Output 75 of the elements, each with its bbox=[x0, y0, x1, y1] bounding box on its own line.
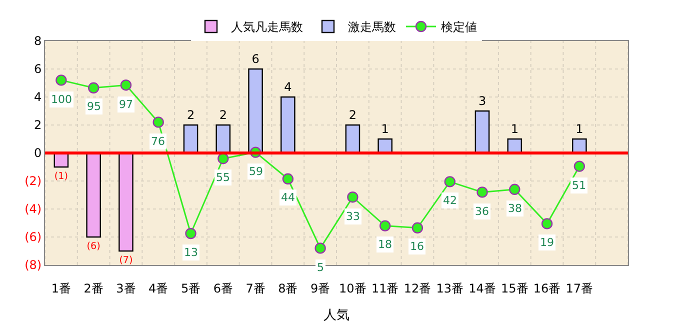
data-label: 6 bbox=[252, 52, 260, 66]
x-tick-label: 12番 bbox=[404, 281, 432, 296]
x-tick-label: 11番 bbox=[371, 281, 399, 296]
annotation: 5 bbox=[317, 261, 324, 274]
y-tick-label: 6 bbox=[34, 62, 42, 76]
x-tick-label: 4番 bbox=[148, 281, 168, 296]
x-tick-label: 7番 bbox=[246, 281, 266, 296]
annotation: 42 bbox=[443, 194, 457, 207]
legend-label: 人気凡走馬数 bbox=[231, 20, 303, 34]
data-label: (7) bbox=[119, 254, 133, 266]
point bbox=[574, 160, 586, 172]
x-tick-label: 2番 bbox=[84, 281, 104, 296]
annotation: 76 bbox=[151, 135, 165, 148]
annotation: 59 bbox=[249, 165, 263, 178]
data-label: 3 bbox=[478, 94, 486, 108]
annotation: 100 bbox=[51, 93, 72, 106]
point bbox=[509, 184, 520, 195]
y-tick-label: (4) bbox=[24, 202, 42, 216]
point bbox=[282, 173, 294, 184]
point bbox=[314, 242, 326, 254]
point bbox=[152, 116, 164, 128]
annotation: 97 bbox=[119, 98, 133, 111]
data-label: 4 bbox=[284, 80, 292, 94]
y-tick-label: 4 bbox=[34, 90, 42, 104]
point bbox=[444, 176, 456, 188]
y-tick-label: (6) bbox=[24, 230, 42, 244]
point bbox=[185, 228, 196, 240]
annotation: 16 bbox=[410, 240, 424, 253]
x-tick-label: 17番 bbox=[566, 281, 594, 296]
point bbox=[218, 153, 229, 164]
x-tick-label: 13番 bbox=[436, 281, 464, 296]
x-tick-label: 14番 bbox=[468, 281, 496, 296]
point bbox=[88, 82, 100, 94]
x-tick-label: 15番 bbox=[501, 281, 528, 296]
point bbox=[541, 218, 553, 230]
data-label: (6) bbox=[86, 240, 100, 252]
x-tick-label: 5番 bbox=[180, 281, 201, 296]
annotation: 44 bbox=[281, 191, 295, 204]
point bbox=[476, 186, 488, 198]
legend-label: 激走馬数 bbox=[348, 20, 396, 34]
y-tick-label: 8 bbox=[34, 34, 42, 48]
annotation: 95 bbox=[87, 100, 101, 113]
point bbox=[56, 74, 67, 86]
x-tick-label: 16番 bbox=[533, 281, 561, 296]
y-tick-label: 2 bbox=[34, 118, 42, 132]
x-tick-label: 8番 bbox=[278, 281, 298, 296]
y-tick-label: 0 bbox=[34, 146, 42, 160]
data-label: 1 bbox=[576, 122, 584, 136]
data-label: (1) bbox=[54, 170, 68, 182]
data-label: 2 bbox=[186, 108, 195, 122]
y-tick-label: (8) bbox=[24, 258, 42, 272]
annotation: 18 bbox=[378, 238, 392, 251]
data-label: 1 bbox=[381, 122, 389, 136]
data-label: 1 bbox=[510, 122, 518, 136]
x-axis-title: 人気 bbox=[324, 308, 350, 323]
point bbox=[120, 80, 132, 91]
annotation: 55 bbox=[216, 171, 230, 184]
point bbox=[379, 220, 391, 232]
x-tick-label: 1番 bbox=[51, 281, 72, 296]
x-tick-label: 9番 bbox=[310, 281, 330, 296]
data-label: 2 bbox=[348, 108, 357, 122]
point bbox=[412, 222, 424, 234]
annotation: 19 bbox=[540, 236, 554, 249]
data-label: 2 bbox=[219, 108, 227, 122]
x-tick-label: 3番 bbox=[116, 281, 136, 296]
annotation: 33 bbox=[346, 210, 360, 223]
annotation: 36 bbox=[475, 205, 489, 218]
x-tick-label: 6番 bbox=[213, 281, 233, 296]
annotation: 13 bbox=[184, 246, 198, 259]
annotation: 38 bbox=[508, 202, 522, 215]
point bbox=[347, 192, 358, 203]
legend-label: 検定値 bbox=[441, 20, 477, 34]
x-tick-label: 10番 bbox=[339, 281, 366, 296]
y-tick-label: (2) bbox=[24, 174, 42, 188]
annotation: 51 bbox=[572, 179, 586, 192]
